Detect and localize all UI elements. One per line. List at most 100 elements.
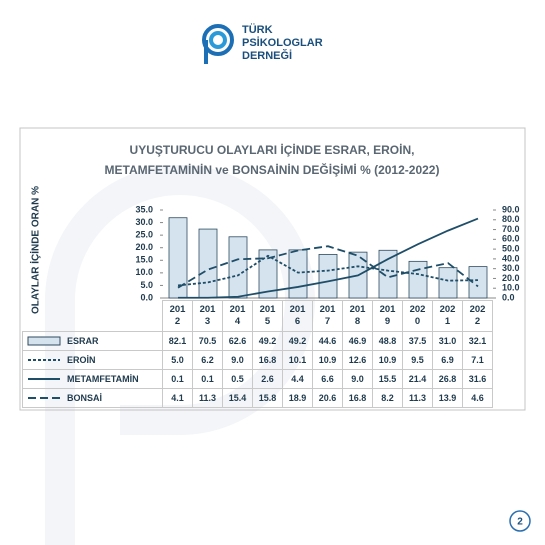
bar [168, 217, 188, 299]
category-cell: 2021 [433, 300, 463, 332]
line-series [178, 217, 479, 299]
value-cell: 18.9 [283, 389, 313, 408]
category-cell: 2012 [163, 300, 193, 332]
value-cell: 7.1 [463, 351, 493, 370]
y2-tick-label: 30.0 [502, 263, 520, 273]
line-series [177, 245, 479, 289]
category-label: 2016 [289, 304, 306, 327]
value-cell: 9.5 [403, 351, 433, 370]
value-cell: 6.9 [433, 351, 463, 370]
category-label: 2022 [469, 304, 486, 327]
bar [408, 260, 428, 299]
value-cell: 15.8 [253, 389, 283, 408]
category-label: 2013 [199, 304, 216, 327]
value-cell: 49.2 [253, 332, 283, 351]
bar [378, 249, 398, 299]
bar [438, 267, 458, 299]
y-tick-label: 15.0 [135, 255, 153, 265]
legend-swatch [27, 336, 61, 346]
logo-ring-inner [209, 31, 227, 49]
value-cell: 8.2 [373, 389, 403, 408]
value-cell: 0.5 [223, 370, 253, 389]
category-label: 2012 [169, 304, 186, 327]
value-cell: 31.0 [433, 332, 463, 351]
bar [228, 236, 248, 299]
category-label: 2014 [229, 304, 246, 327]
y2-tick-label: 20.0 [502, 273, 520, 283]
category-cell: 2020 [403, 300, 433, 332]
y-tick-label: 30.0 [135, 217, 153, 227]
value-cell: 32.1 [463, 332, 493, 351]
value-cell: 6.2 [193, 351, 223, 370]
category-cell: 2013 [193, 300, 223, 332]
category-label: 2018 [349, 304, 366, 327]
value-cell: 37.5 [403, 332, 433, 351]
value-cell: 10.9 [373, 351, 403, 370]
page-number: 2 [517, 517, 523, 528]
category-cell: 2016 [283, 300, 313, 332]
logo-text: PSİKOLOGLAR [242, 36, 323, 49]
category-label: 2015 [259, 304, 276, 327]
watermark-shape [45, 165, 315, 545]
y2-tick-label: 50.0 [502, 243, 520, 253]
value-cell: 6.6 [313, 370, 343, 389]
category-label: 2017 [319, 304, 336, 327]
value-cell: 10.1 [283, 351, 313, 370]
legend-icon [27, 336, 61, 346]
value-cell: 9.0 [343, 370, 373, 389]
bar [198, 228, 218, 299]
category-label: 2019 [379, 304, 396, 327]
line-series [177, 254, 479, 287]
y-tick-label: 5.0 [140, 280, 153, 290]
chart-frame [19, 127, 526, 411]
table-corner [22, 300, 163, 332]
legend-entry: EROİN [22, 351, 163, 370]
chart-title: METAMFETAMİNİN ve BONSAİNİN DEĞİŞİMİ % (… [105, 162, 440, 177]
bar [258, 249, 278, 299]
value-cell: 10.9 [313, 351, 343, 370]
value-cell: 4.1 [163, 389, 193, 408]
legend-label: METAMFETAMİN [67, 374, 139, 384]
category-cell: 2018 [343, 300, 373, 332]
legend-entry: BONSAİ [22, 389, 163, 408]
legend-entry: METAMFETAMİN [22, 370, 163, 389]
value-cell: 12.6 [343, 351, 373, 370]
value-cell: 13.9 [433, 389, 463, 408]
data-table: 2012 2013 2014 2015 2016 2017 2018 2019 2020 2021… [22, 300, 493, 408]
value-cell: 11.3 [403, 389, 433, 408]
category-cell: 2015 [253, 300, 283, 332]
y2-tick-label: 70.0 [502, 224, 520, 234]
y2-tick-label: 40.0 [502, 253, 520, 263]
y2-tick-label: 80.0 [502, 214, 520, 224]
bar [468, 266, 488, 299]
value-cell: 9.0 [223, 351, 253, 370]
value-cell: 48.8 [373, 332, 403, 351]
logo-text: TÜRK [242, 23, 273, 36]
value-cell: 15.5 [373, 370, 403, 389]
legend-entry: ESRAR [22, 332, 163, 351]
legend-icon [28, 397, 60, 399]
category-cell: 2014 [223, 300, 253, 332]
value-cell: 82.1 [163, 332, 193, 351]
value-cell: 0.1 [163, 370, 193, 389]
value-cell: 49.2 [283, 332, 313, 351]
value-cell: 31.6 [463, 370, 493, 389]
logo-ring [202, 24, 234, 56]
chart-title: UYUŞTURUCU OLAYLARI İÇİNDE ESRAR, EROİN, [130, 142, 415, 157]
y-tick-label: 35.0 [135, 204, 153, 214]
y-tick-label: 25.0 [135, 230, 153, 240]
value-cell: 5.0 [163, 351, 193, 370]
y-axis-title: OLAYLAR İÇİNDE ORAN % [29, 186, 42, 314]
page-number-circle [509, 510, 531, 532]
y2-tick-label: 10.0 [502, 283, 520, 293]
category-cell: 2022 [463, 300, 493, 332]
category-cell: 2019 [373, 300, 403, 332]
value-cell: 70.5 [193, 332, 223, 351]
value-cell: 44.6 [313, 332, 343, 351]
value-cell: 21.4 [403, 370, 433, 389]
value-cell: 26.8 [433, 370, 463, 389]
bar [318, 253, 338, 299]
y-tick-label: 20.0 [135, 242, 153, 252]
